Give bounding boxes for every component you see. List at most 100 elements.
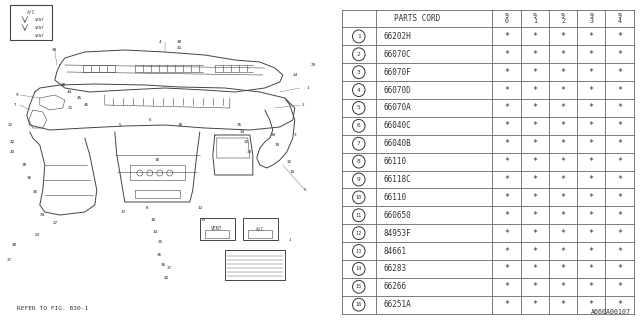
Text: *: * [561,85,566,95]
Text: 14: 14 [356,266,362,271]
Text: *: * [532,175,537,184]
Text: 32: 32 [287,160,292,164]
Text: 20: 20 [270,133,275,137]
Text: 15: 15 [356,284,362,289]
Bar [248,230,272,238]
Text: 32: 32 [244,140,250,144]
Text: 9
0: 9 0 [504,13,508,24]
Text: 17: 17 [120,210,125,214]
Text: *: * [589,211,594,220]
Text: *: * [589,246,594,255]
Text: 16: 16 [160,263,165,267]
Text: 41: 41 [177,46,182,50]
Text: *: * [589,157,594,166]
Text: 39: 39 [40,213,45,217]
Text: 66070C: 66070C [383,50,411,59]
Text: 22: 22 [7,123,12,127]
Text: 21: 21 [67,106,72,110]
Text: *: * [561,175,566,184]
Text: *: * [504,246,509,255]
Text: 10: 10 [356,195,362,200]
Text: 28: 28 [177,123,182,127]
Text: *: * [504,32,509,41]
Text: *: * [561,300,566,309]
Text: VENT: VENT [35,34,45,38]
Text: 8: 8 [357,159,361,164]
Text: *: * [532,246,537,255]
Text: 3: 3 [357,70,361,75]
Text: *: * [617,193,622,202]
Text: *: * [504,282,509,291]
Text: *: * [589,228,594,238]
Text: 44: 44 [67,90,72,94]
Text: 660650: 660650 [383,211,411,220]
Text: *: * [532,193,537,202]
Text: 13: 13 [200,218,205,222]
Text: *: * [617,121,622,130]
Text: 9
2: 9 2 [561,13,565,24]
Text: *: * [589,175,594,184]
Text: 66110: 66110 [383,157,406,166]
Text: *: * [561,211,566,220]
Text: *: * [504,300,509,309]
Text: *: * [504,193,509,202]
Text: 38: 38 [22,163,28,167]
Text: 11: 11 [356,213,362,218]
Text: *: * [532,68,537,77]
Text: 12: 12 [197,206,202,210]
Text: *: * [561,121,566,130]
Text: 29: 29 [310,63,316,67]
Text: 1: 1 [289,238,291,242]
Text: *: * [589,139,594,148]
Text: *: * [504,85,509,95]
Text: 30: 30 [177,40,182,44]
Text: *: * [617,264,622,273]
Text: *: * [532,211,537,220]
Text: *: * [617,246,622,255]
Text: 37: 37 [167,266,172,270]
Text: *: * [561,246,566,255]
Text: *: * [617,85,622,95]
Text: 4: 4 [357,88,361,92]
Text: 35: 35 [237,123,243,127]
Text: VENT: VENT [35,18,45,22]
Text: 4: 4 [159,40,161,44]
Text: *: * [504,157,509,166]
Text: 13: 13 [356,249,362,253]
Text: *: * [504,103,509,112]
Text: *: * [532,85,537,95]
Text: 66266: 66266 [383,282,406,291]
Text: *: * [561,103,566,112]
Text: 16: 16 [356,302,362,307]
Text: 1: 1 [307,86,309,90]
Bar [205,230,229,238]
Text: *: * [532,32,537,41]
Text: 66070D: 66070D [383,85,411,95]
Text: 2: 2 [301,103,304,107]
Text: *: * [561,264,566,273]
Text: 34: 34 [240,130,245,134]
Text: A/C: A/C [26,10,35,14]
Text: *: * [561,193,566,202]
Text: 19: 19 [274,143,280,147]
Text: *: * [589,103,594,112]
Text: VENT: VENT [211,227,223,231]
Text: 27: 27 [52,221,58,225]
Text: *: * [589,193,594,202]
Text: *: * [617,157,622,166]
Text: *: * [504,211,509,220]
Text: 23: 23 [34,233,40,237]
Text: 18: 18 [150,218,156,222]
Text: *: * [504,50,509,59]
Text: 9: 9 [357,177,361,182]
Text: *: * [504,264,509,273]
Text: *: * [532,300,537,309]
Text: 3: 3 [294,133,296,137]
Text: 28: 28 [60,83,65,87]
Text: *: * [532,50,537,59]
Text: *: * [589,32,594,41]
Text: *: * [532,139,537,148]
Text: 6: 6 [357,123,361,128]
Text: *: * [504,139,509,148]
Text: *: * [532,282,537,291]
